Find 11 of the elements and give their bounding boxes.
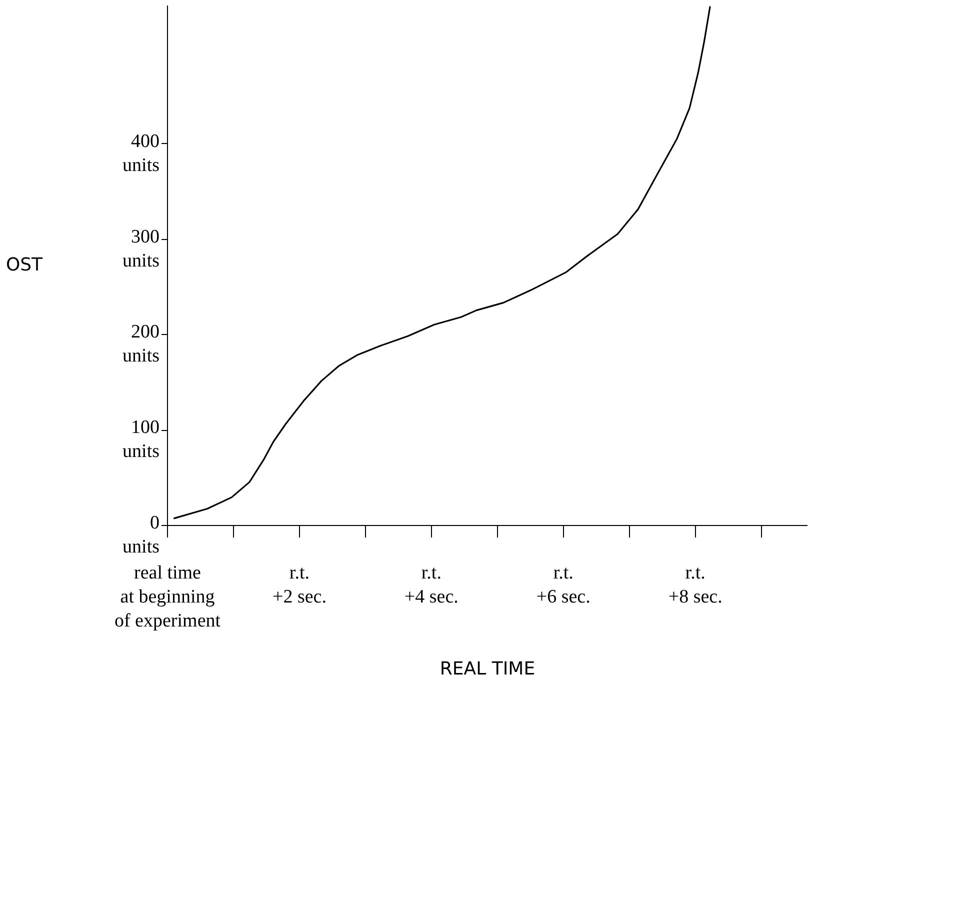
y-tick-label: 200 units (122, 322, 160, 367)
x-tick-label: r.t. +4 sec. (404, 562, 458, 608)
x-tick-label: real time at beginning of experiment (114, 562, 222, 632)
y-tick-label: 100 units (122, 417, 160, 462)
x-axis-title: REAL TIME (440, 658, 536, 680)
x-tick-label: r.t. +6 sec. (536, 562, 590, 608)
y-tick-label: 300 units (122, 226, 160, 272)
y-axis-title: OST (6, 254, 44, 276)
y-tick-label: 400 units (122, 130, 160, 176)
x-tick-label: r.t. +2 sec. (272, 562, 326, 608)
x-tick-label: r.t. +8 sec. (668, 562, 722, 608)
